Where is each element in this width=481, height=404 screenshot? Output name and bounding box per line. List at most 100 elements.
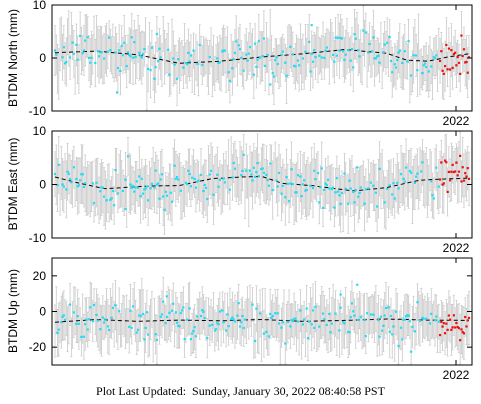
footer-timestamp: Sunday, January 30, 2022 08:40:58 PST [192,384,385,398]
data-point [125,64,128,68]
data-point [65,60,68,64]
data-point [238,48,242,51]
data-point [130,326,133,329]
recent-data-point [464,315,467,319]
data-point [188,307,191,310]
data-point [157,60,160,63]
recent-data-point [467,56,471,59]
data-point [337,190,340,193]
data-point [165,315,169,319]
data-point [87,318,91,321]
plot-updated-footer: Plot Last Updated: Sunday, January 30, 2… [0,384,481,399]
data-point [203,316,206,320]
data-point [353,33,356,36]
data-point [394,66,398,69]
y-tick-label: 0 [39,178,46,192]
data-point [245,169,248,172]
data-point [235,40,238,43]
data-point [153,77,156,80]
data-point [114,304,117,307]
data-point [304,50,307,53]
data-point [149,187,152,190]
data-point [402,318,405,321]
data-point [94,61,97,65]
data-point [157,182,160,185]
recent-data-point [452,52,455,56]
data-point [313,326,316,329]
data-point [435,315,438,318]
recent-data-point [461,331,464,334]
data-point [397,344,400,348]
recent-data-point [449,318,452,321]
data-point [128,325,131,328]
data-point [339,202,342,205]
data-point [433,57,437,60]
recent-data-point [454,326,457,329]
data-point [256,58,259,61]
data-point [357,49,360,52]
data-point [218,310,221,313]
data-point [330,187,333,191]
recent-data-point [446,190,449,194]
data-point [331,53,335,56]
data-point [63,62,67,65]
data-point [292,64,296,67]
data-point [389,59,393,63]
data-point [383,314,386,317]
data-point [338,194,341,197]
data-point [217,61,220,65]
data-point [240,174,243,177]
recent-data-point [466,319,469,322]
data-point [149,69,152,72]
data-point [314,305,317,308]
data-point [403,180,406,183]
data-point [183,338,186,341]
data-point [232,58,235,61]
y-tick-label: 10 [33,124,47,138]
data-point [306,336,310,340]
data-point [69,177,72,181]
data-point [206,337,209,340]
data-point [292,317,296,320]
data-point [421,316,424,320]
data-point [84,39,87,42]
east-axis-ticks: -10 0 10 [29,124,472,245]
data-point [259,312,262,315]
data-point [321,312,325,315]
data-point [269,312,272,316]
data-point [354,37,357,40]
data-point [271,314,274,318]
outlier-data-point [356,283,359,286]
data-point [432,56,435,59]
data-point [323,188,326,191]
data-point [403,318,406,321]
data-point [301,323,304,326]
data-point [290,319,293,322]
data-point [66,170,69,173]
data-point [423,62,427,65]
data-point [251,179,254,182]
data-point [291,53,294,56]
data-point [255,171,258,174]
data-point [188,60,191,63]
data-point [296,174,299,177]
data-point [296,320,299,323]
data-point [262,332,265,335]
data-point [201,308,204,312]
data-point [387,306,390,309]
data-point [364,31,367,34]
data-point [284,61,287,64]
data-point [159,56,162,59]
y-tick-label: -10 [29,231,47,245]
data-point [344,53,347,56]
footer-label: Plot Last Updated: [96,384,187,398]
data-point [311,60,315,63]
data-point [63,318,67,322]
data-point [222,49,225,52]
north-axis-ticks: -10 0 10 [29,0,472,118]
data-point [155,32,159,36]
data-point [267,335,271,338]
data-point [95,313,98,317]
data-point [208,56,211,59]
recent-data-point [459,72,462,76]
